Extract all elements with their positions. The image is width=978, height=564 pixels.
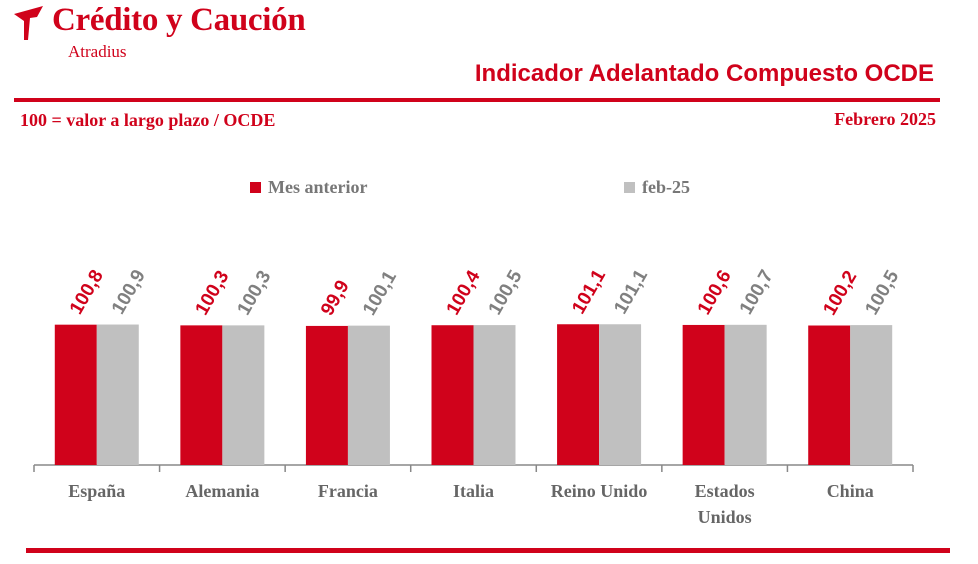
x-tick-label: Reino Unido — [551, 481, 648, 501]
bar — [96, 324, 139, 465]
bar — [682, 324, 725, 465]
x-tick-label: Francia — [318, 481, 378, 501]
bar — [850, 325, 893, 465]
x-tick-label: Unidos — [698, 507, 752, 527]
data-label: 100,1 — [359, 267, 401, 319]
brand-subname: Atradius — [68, 42, 127, 61]
x-tick-label: China — [827, 481, 874, 501]
arrow-bird-logo-icon — [14, 6, 43, 40]
data-label: 100,3 — [192, 267, 234, 319]
bar — [431, 325, 474, 465]
data-label: 100,7 — [736, 267, 778, 319]
legend-swatch-feb-25 — [624, 182, 635, 193]
legend-item-feb-25: feb-25 — [624, 177, 690, 198]
footer-rule — [26, 548, 950, 553]
bar — [222, 325, 265, 465]
data-label: 100,5 — [861, 267, 903, 319]
legend-swatch-mes-anterior — [250, 182, 261, 193]
x-tick-label: Estados — [695, 481, 755, 501]
report-date: Febrero 2025 — [834, 109, 936, 129]
bar — [54, 324, 97, 465]
bar — [305, 325, 348, 465]
data-label: 101,1 — [568, 266, 610, 318]
bar — [557, 324, 600, 465]
data-label: 100,9 — [108, 266, 150, 318]
data-label: 100,2 — [819, 267, 861, 319]
bar — [724, 324, 767, 465]
data-label: 100,3 — [234, 267, 276, 319]
legend-item-mes-anterior: Mes anterior — [250, 177, 367, 198]
legend-label-feb-25: feb-25 — [642, 177, 690, 197]
brand-name: Crédito y Caución — [52, 2, 306, 38]
x-tick-label: España — [68, 481, 125, 501]
bar — [347, 325, 390, 465]
legend-label-mes-anterior: Mes anterior — [268, 177, 368, 197]
page-title: Indicador Adelantado Compuesto OCDE — [474, 60, 934, 87]
data-label: 100,6 — [694, 267, 736, 319]
scale-note: 100 = valor a largo plazo / OCDE — [20, 110, 276, 130]
x-tick-label: Alemania — [185, 481, 259, 501]
data-label: 100,5 — [485, 267, 527, 319]
data-label: 101,1 — [610, 266, 652, 318]
data-label: 100,8 — [66, 266, 108, 318]
header-rule — [14, 98, 940, 102]
data-label: 99,9 — [317, 277, 354, 320]
bar — [180, 325, 223, 465]
bar — [808, 325, 851, 465]
x-tick-label: Italia — [453, 481, 494, 501]
bar — [473, 325, 516, 465]
bar — [599, 324, 642, 465]
data-label: 100,4 — [443, 267, 485, 319]
